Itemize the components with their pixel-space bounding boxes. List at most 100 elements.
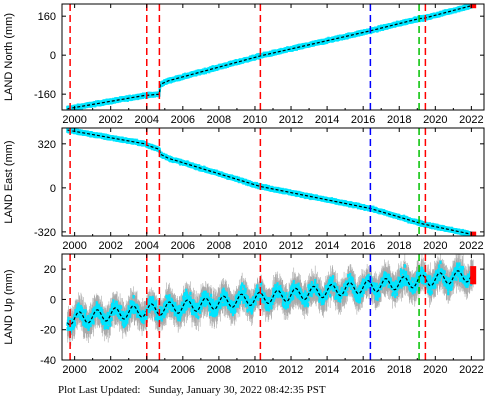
data-point — [69, 328, 73, 333]
panel-3: 2000 2002 2004 2006 2008 2010 2012 2014 2016 2018… — [3, 253, 485, 376]
x-tick-label: 2010 — [243, 114, 267, 126]
x-tick-label: 2018 — [387, 240, 411, 252]
gps-timeseries-plot: 2000 2002 2004 2006 2008 2010 2012 2014 2016 2018… — [3, 3, 485, 376]
data-point — [109, 323, 112, 327]
data-point — [100, 314, 103, 319]
data-point — [112, 309, 115, 314]
data-point — [96, 313, 99, 318]
data-point — [113, 312, 116, 316]
data-point — [117, 305, 120, 310]
data-point — [120, 305, 123, 310]
data-point — [105, 325, 108, 329]
data-point — [116, 304, 119, 308]
y-tick-label: 0 — [50, 183, 56, 195]
data-point — [111, 303, 114, 308]
data-point — [126, 316, 129, 321]
panel-2: 2000 2002 2004 2006 2008 2010 2012 2014 2016 2018… — [3, 127, 485, 252]
data-point — [118, 315, 121, 320]
data-point — [115, 300, 118, 305]
y-tick-label: 0 — [50, 50, 56, 62]
data-point — [83, 311, 87, 316]
data-point — [103, 313, 106, 317]
data-point — [82, 309, 85, 313]
data-point — [80, 306, 84, 311]
data-point — [77, 302, 80, 307]
data-point — [99, 312, 102, 317]
data-point — [94, 310, 98, 315]
data-point — [112, 299, 115, 303]
model-line — [67, 4, 474, 110]
data-point — [80, 311, 83, 316]
data-point — [90, 319, 93, 324]
data-point — [95, 301, 98, 305]
y-tick-label: -160 — [34, 89, 56, 101]
panel-data-area — [66, 4, 477, 110]
x-tick-label: 2020 — [423, 240, 447, 252]
data-points — [66, 4, 475, 110]
x-tick-label: 2012 — [279, 240, 303, 252]
panel-data-area — [66, 128, 477, 236]
x-tick-label: 2002 — [98, 114, 122, 126]
data-point — [125, 309, 129, 314]
recent-data-marker — [470, 231, 477, 236]
x-tick-label: 2004 — [135, 114, 159, 126]
data-point — [92, 318, 95, 323]
data-point — [125, 316, 128, 321]
x-tick-label: 2012 — [279, 114, 303, 126]
data-point — [121, 322, 124, 326]
data-point — [66, 327, 69, 332]
data-point — [91, 315, 95, 320]
x-tick-label: 2000 — [62, 240, 86, 252]
data-point — [114, 310, 118, 315]
data-point — [129, 314, 132, 318]
data-point — [73, 322, 77, 327]
x-tick-label: 2002 — [98, 240, 122, 252]
data-point — [110, 317, 113, 321]
data-point — [83, 313, 87, 318]
y-axis-label: LAND East (mm) — [3, 140, 15, 223]
x-tick-label: 2018 — [387, 114, 411, 126]
x-tick-label: 2016 — [351, 240, 375, 252]
data-point — [96, 303, 99, 307]
x-tick-label: 2014 — [315, 114, 339, 126]
x-tick-label: 2022 — [459, 114, 483, 126]
data-point — [122, 324, 125, 329]
data-point — [110, 312, 113, 317]
panel-1: 2000 2002 2004 2006 2008 2010 2012 2014 2016 2018… — [3, 3, 485, 126]
data-point — [104, 315, 107, 320]
x-tick-label: 2008 — [207, 240, 231, 252]
data-point — [97, 306, 100, 311]
data-point — [77, 312, 81, 317]
x-tick-label: 2004 — [135, 240, 159, 252]
data-point — [107, 321, 110, 325]
x-tick-label: 2020 — [423, 114, 447, 126]
data-point — [86, 320, 89, 325]
data-point — [85, 317, 88, 321]
data-point — [92, 320, 95, 325]
recent-data-marker — [470, 4, 477, 9]
data-point — [107, 325, 110, 330]
data-point — [123, 312, 126, 317]
x-tick-label: 2022 — [459, 240, 483, 252]
data-point — [75, 307, 79, 311]
data-point — [101, 311, 104, 316]
data-point — [107, 311, 110, 316]
x-tick-label: 2006 — [171, 114, 195, 126]
panel-data-area — [66, 254, 477, 346]
data-point — [122, 312, 125, 317]
data-point — [69, 325, 72, 330]
x-tick-label: 2010 — [243, 240, 267, 252]
data-point — [94, 313, 97, 318]
y-tick-label: 320 — [38, 139, 56, 151]
x-tick-label: 2006 — [171, 240, 195, 252]
data-point — [103, 326, 106, 330]
data-point — [126, 319, 129, 324]
data-point — [92, 313, 95, 317]
y-axis-label: LAND North (mm) — [3, 13, 15, 101]
data-point — [87, 327, 90, 331]
x-tick-label: 2016 — [351, 114, 375, 126]
y-tick-label: -320 — [34, 227, 56, 239]
data-point — [108, 320, 112, 325]
x-tick-label: 2014 — [315, 240, 339, 252]
data-point — [89, 323, 92, 328]
